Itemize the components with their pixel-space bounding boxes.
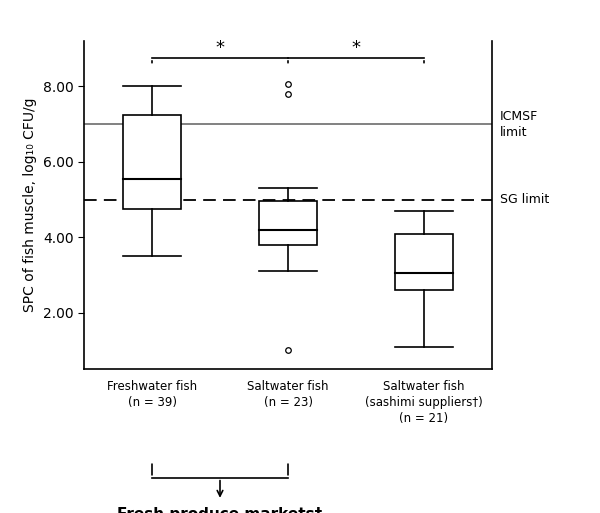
Text: *: * xyxy=(215,38,224,56)
Bar xyxy=(395,233,452,290)
Text: ICMSF
limit: ICMSF limit xyxy=(500,110,538,139)
Text: SG limit: SG limit xyxy=(500,193,550,206)
Y-axis label: SPC of fish muscle, log₁₀ CFU/g: SPC of fish muscle, log₁₀ CFU/g xyxy=(23,98,37,312)
Text: Fresh produce markets‡: Fresh produce markets‡ xyxy=(118,507,323,513)
Bar xyxy=(259,202,317,245)
Text: *: * xyxy=(352,38,361,56)
Bar xyxy=(124,114,181,209)
